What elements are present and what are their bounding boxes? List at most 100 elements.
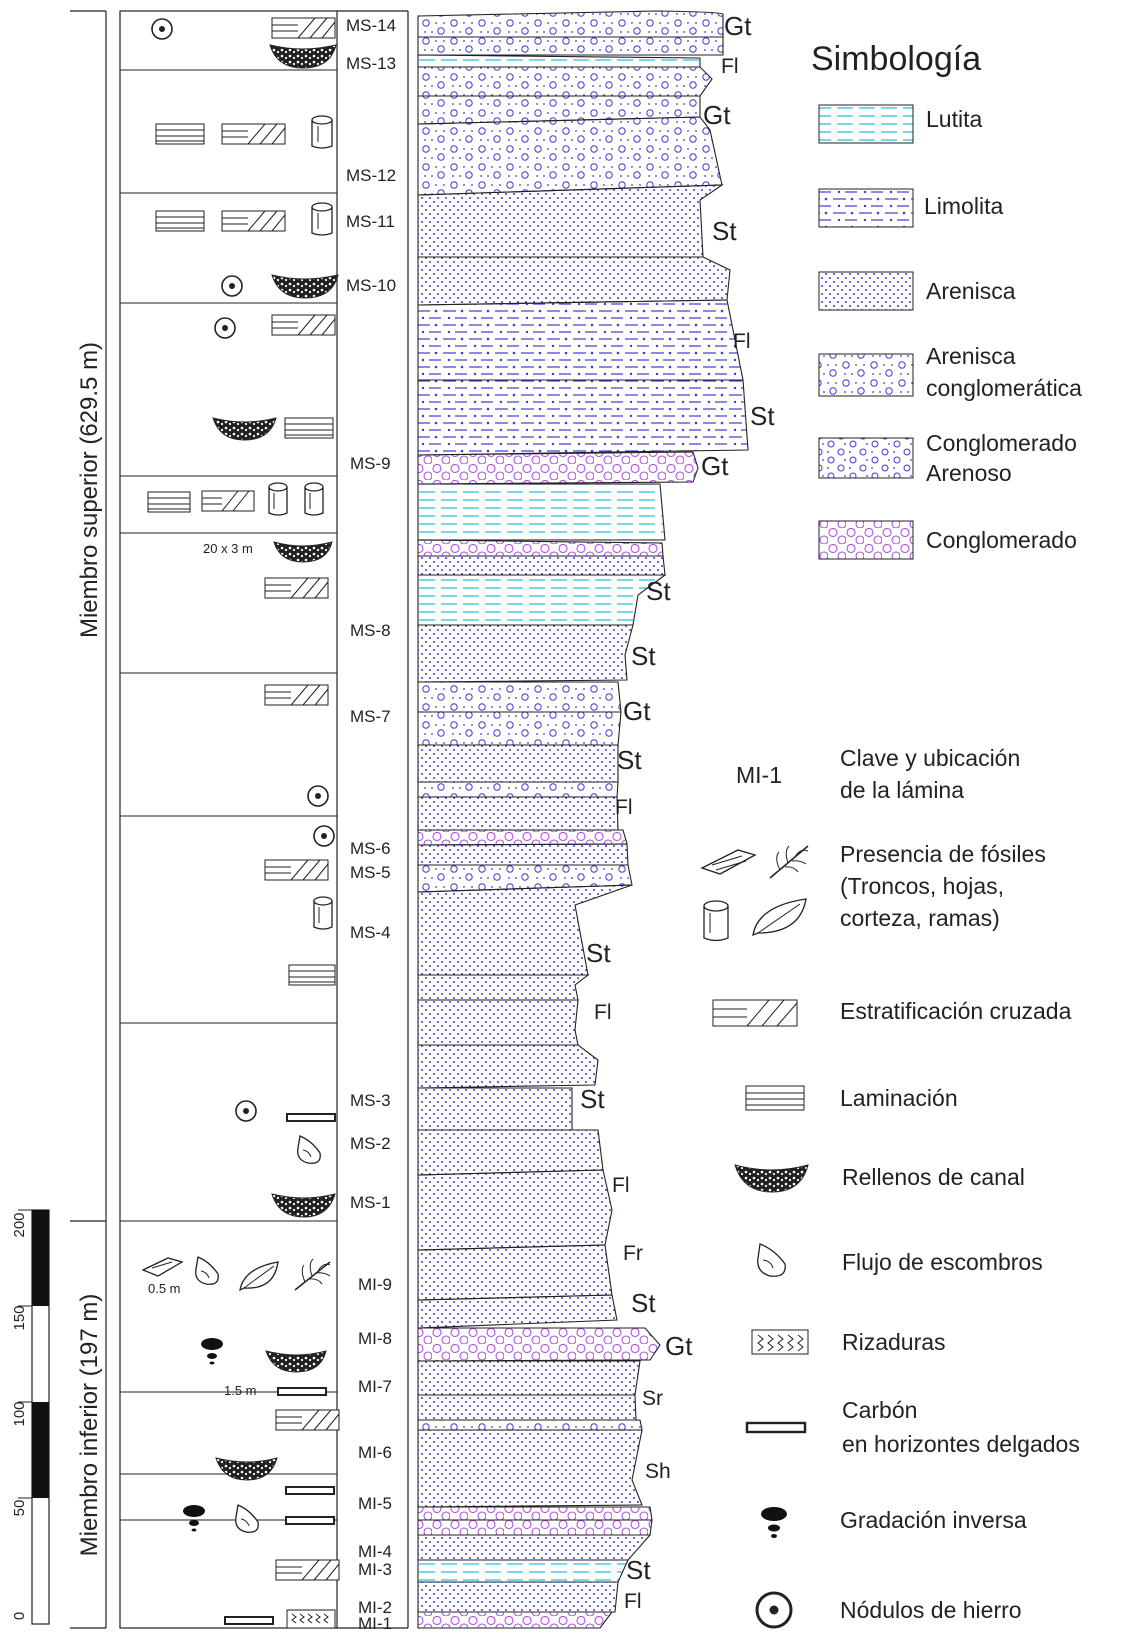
coal-icon — [285, 1486, 335, 1495]
fossil-bark-icon — [700, 849, 757, 875]
structures-column — [119, 10, 338, 1629]
facies-code: Gt — [724, 11, 752, 41]
bed-conglomerado — [417, 1519, 653, 1536]
unit-labels: MS-14 MS-13 MS-12 MS-11 MS-10 MS-9 MS-8 … — [346, 16, 396, 1633]
fossil-bark-icon — [141, 1257, 184, 1277]
iron-nodule-icon — [235, 1100, 257, 1122]
unit-label: MS-11 — [346, 212, 395, 231]
unit-label: MI-4 — [358, 1542, 392, 1561]
scale-tick-label: 0 — [11, 1612, 28, 1620]
bed-arenisca — [417, 843, 629, 866]
legend-label: Lutita — [926, 106, 982, 132]
channel-fill-icon — [215, 1457, 278, 1481]
lamination-icon — [155, 210, 205, 232]
unit-label: MI-7 — [358, 1377, 392, 1396]
legend-title: Simbología — [811, 40, 981, 78]
unit-label: MS-9 — [350, 454, 391, 473]
carbon-size-note: 1.5 m — [224, 1383, 257, 1398]
inverse-grading-icon — [201, 1338, 223, 1365]
facies-code: Gt — [665, 1331, 693, 1361]
cross-bedding-icon — [271, 314, 336, 336]
bed-arenisca — [417, 256, 731, 306]
legend-item-conglomerado: Conglomerado — [818, 520, 1077, 560]
bed-arenisca — [417, 796, 619, 831]
facies-code: St — [626, 1555, 651, 1585]
bed-arenisca-conglomeratica — [417, 95, 701, 125]
bed-arenisca — [417, 744, 619, 783]
facies-code: Fl — [624, 1590, 642, 1613]
member-superior-label: Miembro superior (629.5 m) — [76, 342, 103, 638]
cross-bedding-icon — [712, 999, 798, 1027]
scale-tick-label: 100 — [11, 1401, 28, 1426]
legend-item-inverse-grading: Gradación inversa — [761, 1507, 1027, 1538]
facies-code: Sh — [645, 1460, 671, 1483]
facies-code: St — [580, 1084, 605, 1114]
iron-nodule-icon — [151, 18, 173, 40]
facies-code: Sr — [642, 1387, 663, 1410]
legend-item-cross-bedding: Estratificación cruzada — [712, 998, 1072, 1027]
bed-arenisca — [417, 184, 724, 258]
iron-nodule-icon — [313, 825, 335, 847]
legend-item-debris-flow: Flujo de escombros — [757, 1243, 1043, 1277]
lamination-icon — [288, 964, 336, 986]
facies-code: St — [631, 641, 656, 671]
iron-nodule-icon — [755, 1591, 793, 1629]
legend-item-sample-key: MI-1 Clave y ubicación de la lámina — [736, 745, 1020, 803]
scale-tick-label: 200 — [11, 1212, 28, 1237]
fossil-trunk-icon — [311, 202, 333, 236]
facies-code: St — [750, 401, 775, 431]
bed-conglomerado — [417, 1611, 614, 1629]
bed-arenisca-conglomeratica — [417, 781, 619, 798]
facies-code: St — [646, 576, 671, 606]
fossil-size-note: 0.5 m — [148, 1281, 181, 1296]
coal-icon — [745, 1421, 807, 1434]
bed-arenisca — [417, 1129, 604, 1176]
facies-code: Fl — [615, 796, 633, 819]
legend-label-2: en horizontes delgados — [842, 1431, 1080, 1457]
inverse-grading-icon — [761, 1507, 787, 1538]
ripples-icon — [751, 1329, 809, 1355]
bed-conglomerado — [417, 1327, 661, 1362]
bed-arenisca — [417, 1429, 643, 1508]
facies-code: Fl — [594, 1001, 612, 1024]
channel-fill-icon — [734, 1164, 809, 1193]
lithology-column — [417, 10, 749, 1629]
scale-bar: 200 150 100 50 0 — [11, 1209, 50, 1625]
legend-label: Clave y ubicación — [840, 745, 1020, 771]
channel-size-note: 20 x 3 m — [203, 541, 253, 556]
channel-fill-icon — [269, 44, 337, 69]
bed-arenisca-conglomeratica — [417, 116, 723, 196]
lamination-icon — [745, 1085, 805, 1111]
fossil-branch-icon — [769, 845, 809, 879]
fossil-leaf-icon — [239, 1261, 279, 1292]
bed-arenisca-conglomeratica — [417, 36, 724, 56]
facies-code: St — [712, 216, 737, 246]
legend-label: Limolita — [924, 193, 1003, 219]
legend-label-2: Arenoso — [926, 460, 1012, 486]
debris-flow-icon — [195, 1256, 219, 1285]
legend-label: Laminación — [840, 1085, 958, 1111]
bed-lutita — [417, 54, 701, 68]
fossil-trunk-icon — [268, 482, 288, 516]
legend-item-conglomerado-arenoso: Conglomerado Arenoso — [818, 430, 1077, 486]
channel-fill-icon — [271, 274, 339, 299]
legend-label: Arenisca — [926, 278, 1016, 304]
cross-bedding-icon — [271, 17, 336, 39]
legend-item-arenisca-conglomeratica: Arenisca conglomerática — [818, 343, 1082, 401]
ripples-icon — [286, 1609, 336, 1629]
unit-label: MS-1 — [350, 1193, 391, 1212]
bed-conglomerado — [417, 539, 664, 557]
facies-code: St — [586, 938, 611, 968]
legend-item-lamination: Laminación — [745, 1085, 958, 1111]
bed-limolita — [417, 299, 744, 381]
legend-item-iron-nodules: Nódulos de hierro — [755, 1591, 1022, 1629]
bed-arenisca — [417, 1294, 618, 1329]
bed-lutita — [417, 483, 666, 541]
legend-label: Arenisca — [926, 343, 1016, 369]
bed-arenisca — [417, 1169, 613, 1251]
legend-label: Rellenos de canal — [842, 1164, 1025, 1190]
fossil-trunk-icon — [304, 482, 324, 516]
legend-label: Gradación inversa — [840, 1507, 1027, 1533]
bed-arenisca-conglomeratica — [417, 10, 724, 38]
